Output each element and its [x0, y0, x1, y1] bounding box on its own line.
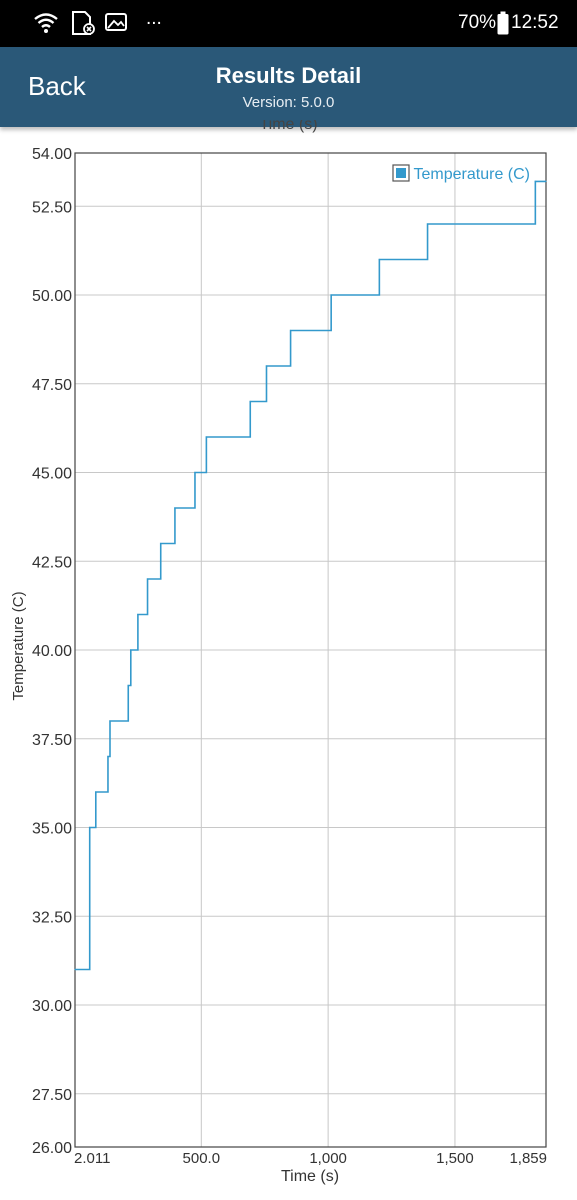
x-tick-labels: 2.011 500.0 1,000 1,500 1,859	[74, 1150, 547, 1167]
x-tick-label: 1,500	[436, 1150, 474, 1167]
data-point	[330, 294, 332, 296]
y-tick-label: 42.50	[32, 554, 72, 571]
chart-top-axis-title: Time (s)	[259, 116, 318, 133]
x-axis-label: Time (s)	[281, 1168, 339, 1185]
data-point	[378, 258, 380, 261]
clock: 12:52	[511, 12, 559, 33]
y-tick-label: 52.50	[32, 199, 72, 216]
app-bar: Back Results Detail Version: 5.0.0	[0, 47, 577, 127]
y-axis-label: Temperature (C)	[10, 591, 27, 700]
x-tick-label: 2.011	[74, 1150, 110, 1167]
y-tick-label: 37.50	[32, 732, 72, 749]
y-tick-label: 50.00	[32, 288, 72, 305]
status-bar: ... 70% 12:52	[0, 0, 577, 47]
x-tick-label: 1,000	[309, 1150, 347, 1167]
sd-card-icon	[72, 11, 95, 35]
data-point	[109, 720, 111, 722]
data-point	[265, 365, 268, 367]
y-tick-label: 30.00	[32, 998, 72, 1015]
data-point	[249, 400, 251, 403]
legend-label: Temperature (C)	[414, 166, 530, 183]
legend: Temperature (C)	[392, 164, 530, 183]
data-point	[289, 329, 292, 332]
series-layer	[74, 180, 547, 971]
y-tick-label: 26.00	[32, 1140, 72, 1157]
wifi-icon	[34, 13, 58, 33]
version-label: Version: 5.0.0	[242, 94, 335, 111]
y-tick-label: 32.50	[32, 909, 72, 926]
x-tick-label: 500.0	[183, 1150, 221, 1167]
data-point	[205, 436, 207, 438]
data-point	[107, 755, 109, 758]
data-point	[95, 791, 97, 793]
overflow-indicator: ...	[146, 8, 162, 29]
y-tick-labels: 54.00 52.50 50.00 47.50 45.00 42.50 40.00 37.50…	[32, 146, 72, 1157]
page-title: Results Detail	[215, 63, 362, 88]
data-point	[89, 826, 91, 829]
y-tick-label: 45.00	[32, 466, 72, 483]
data-point	[534, 180, 536, 182]
data-point	[130, 649, 132, 651]
back-button[interactable]: Back	[28, 71, 86, 101]
grid-lines	[74, 152, 547, 1148]
data-point	[146, 578, 149, 580]
y-tick-label: 40.00	[32, 643, 72, 660]
image-icon	[105, 13, 127, 31]
battery-percent: 70%	[458, 12, 497, 33]
data-point	[74, 968, 76, 971]
data-point	[194, 471, 196, 474]
plot-area	[74, 152, 547, 1148]
series-line	[75, 180, 546, 971]
data-point	[545, 180, 547, 182]
legend-swatch-border	[392, 164, 410, 182]
data-point	[127, 684, 129, 687]
data-point	[160, 542, 162, 545]
data-point	[426, 223, 429, 225]
legend-swatch	[396, 168, 406, 178]
x-tick-label: 1,859	[509, 1150, 547, 1167]
data-point	[137, 613, 139, 616]
y-tick-label: 54.00	[32, 146, 72, 163]
y-tick-label: 27.50	[32, 1087, 72, 1104]
data-point	[174, 507, 176, 509]
y-tick-label: 47.50	[32, 377, 72, 394]
y-tick-label: 35.00	[32, 821, 72, 838]
battery-icon	[497, 11, 509, 35]
